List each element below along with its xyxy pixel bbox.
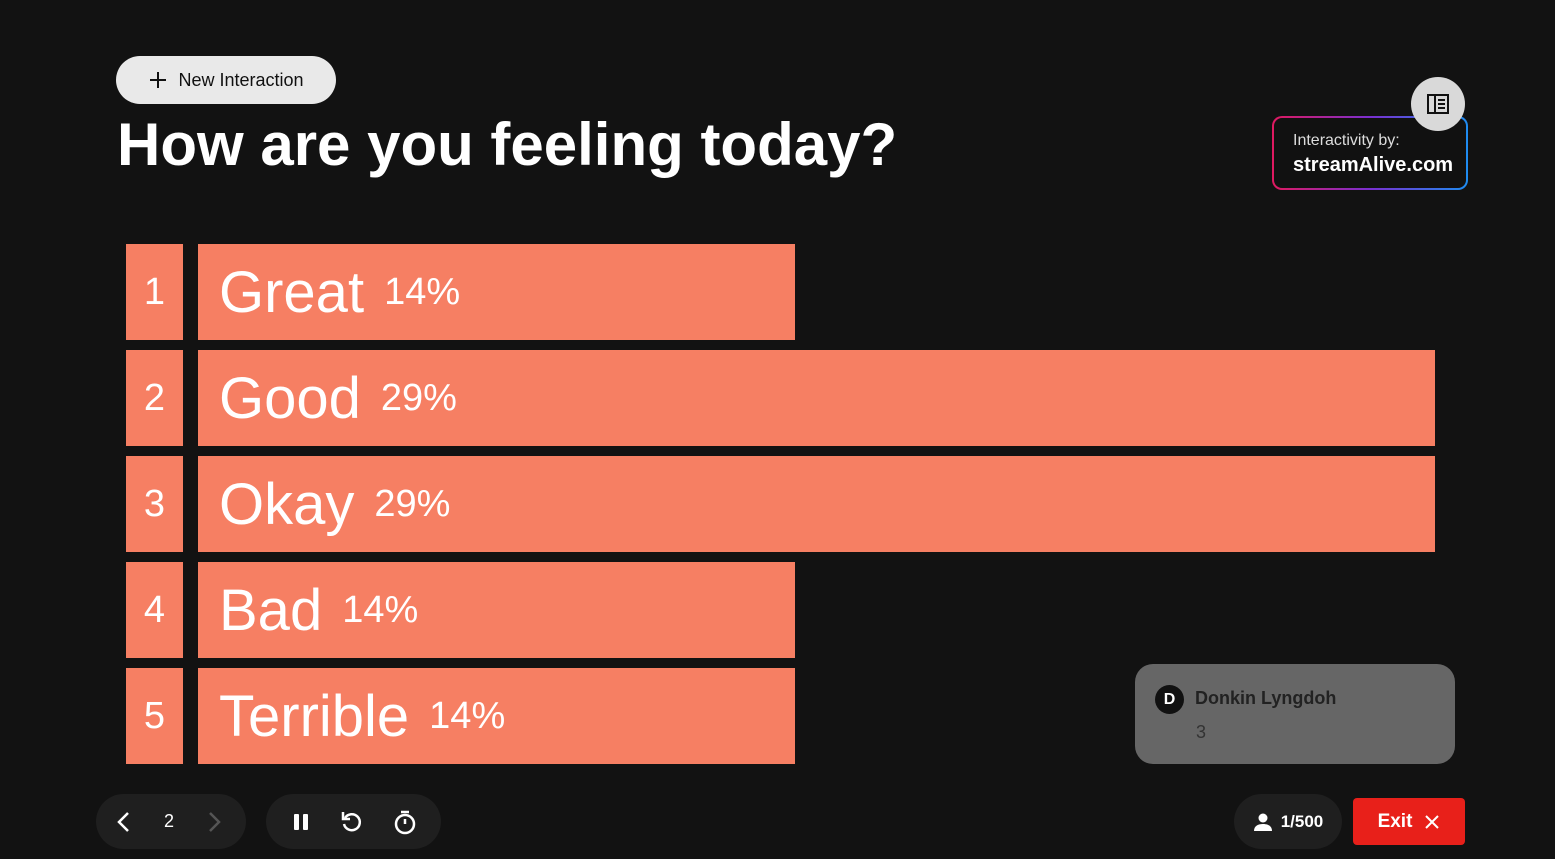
page-number: 2 — [164, 811, 175, 831]
panel-icon — [1427, 94, 1449, 114]
option-percent: 29% — [380, 376, 457, 419]
playback-controls — [266, 794, 441, 849]
timer-button[interactable] — [392, 809, 418, 835]
new-interaction-button[interactable]: New Interaction — [116, 56, 336, 104]
branding-site: streamAlive.com — [1293, 154, 1454, 176]
question-title: How are you feeling today? — [117, 111, 898, 178]
option-percent: 14% — [342, 588, 419, 631]
option-text: Bad 14% — [219, 562, 418, 658]
option-percent: 14% — [429, 694, 506, 737]
option-label: Great — [219, 259, 365, 325]
panel-toggle[interactable] — [1411, 77, 1465, 131]
participants[interactable]: 1/500 — [1234, 794, 1342, 849]
option-text: Great 14% — [219, 244, 460, 340]
option-number: 2 — [126, 350, 183, 446]
option-number: 3 — [126, 456, 183, 552]
option-number: 1 — [126, 244, 183, 340]
option-label: Good — [219, 365, 361, 431]
exit-button[interactable]: Exit — [1353, 798, 1465, 845]
option-text: Terrible 14% — [219, 668, 505, 764]
option-number: 4 — [126, 562, 183, 658]
option-bar — [198, 244, 796, 340]
avatar: D — [1155, 685, 1184, 714]
button-label: New Interaction — [178, 69, 304, 90]
plus-icon — [150, 72, 167, 88]
option-bar — [198, 350, 1435, 446]
option-percent: 14% — [384, 270, 461, 313]
option-label: Okay — [219, 471, 355, 537]
comment-author: Donkin Lyngdoh — [1195, 688, 1337, 708]
option-bar — [198, 668, 796, 764]
option-text: Good 29% — [219, 350, 457, 446]
option-bar — [198, 456, 1435, 552]
option-label: Bad — [219, 577, 323, 643]
participant-count: 1/500 — [1280, 811, 1324, 831]
next-button[interactable] — [204, 810, 224, 834]
option-text: Okay 29% — [219, 456, 450, 552]
comment-card: D Donkin Lyngdoh 3 — [1135, 664, 1455, 764]
exit-label: Exit — [1377, 810, 1413, 832]
close-icon — [1425, 814, 1440, 829]
pause-button[interactable] — [289, 810, 313, 834]
user-icon — [1253, 813, 1272, 831]
option-label: Terrible — [219, 683, 410, 749]
option-bar — [198, 562, 796, 658]
option-number: 5 — [126, 668, 183, 764]
branding-caption: Interactivity by: — [1293, 132, 1400, 149]
comment-text: 3 — [1196, 722, 1207, 742]
option-percent: 29% — [374, 482, 451, 525]
restart-button[interactable] — [339, 809, 365, 835]
page-navigation: 2 — [96, 794, 246, 849]
prev-button[interactable] — [114, 810, 134, 834]
